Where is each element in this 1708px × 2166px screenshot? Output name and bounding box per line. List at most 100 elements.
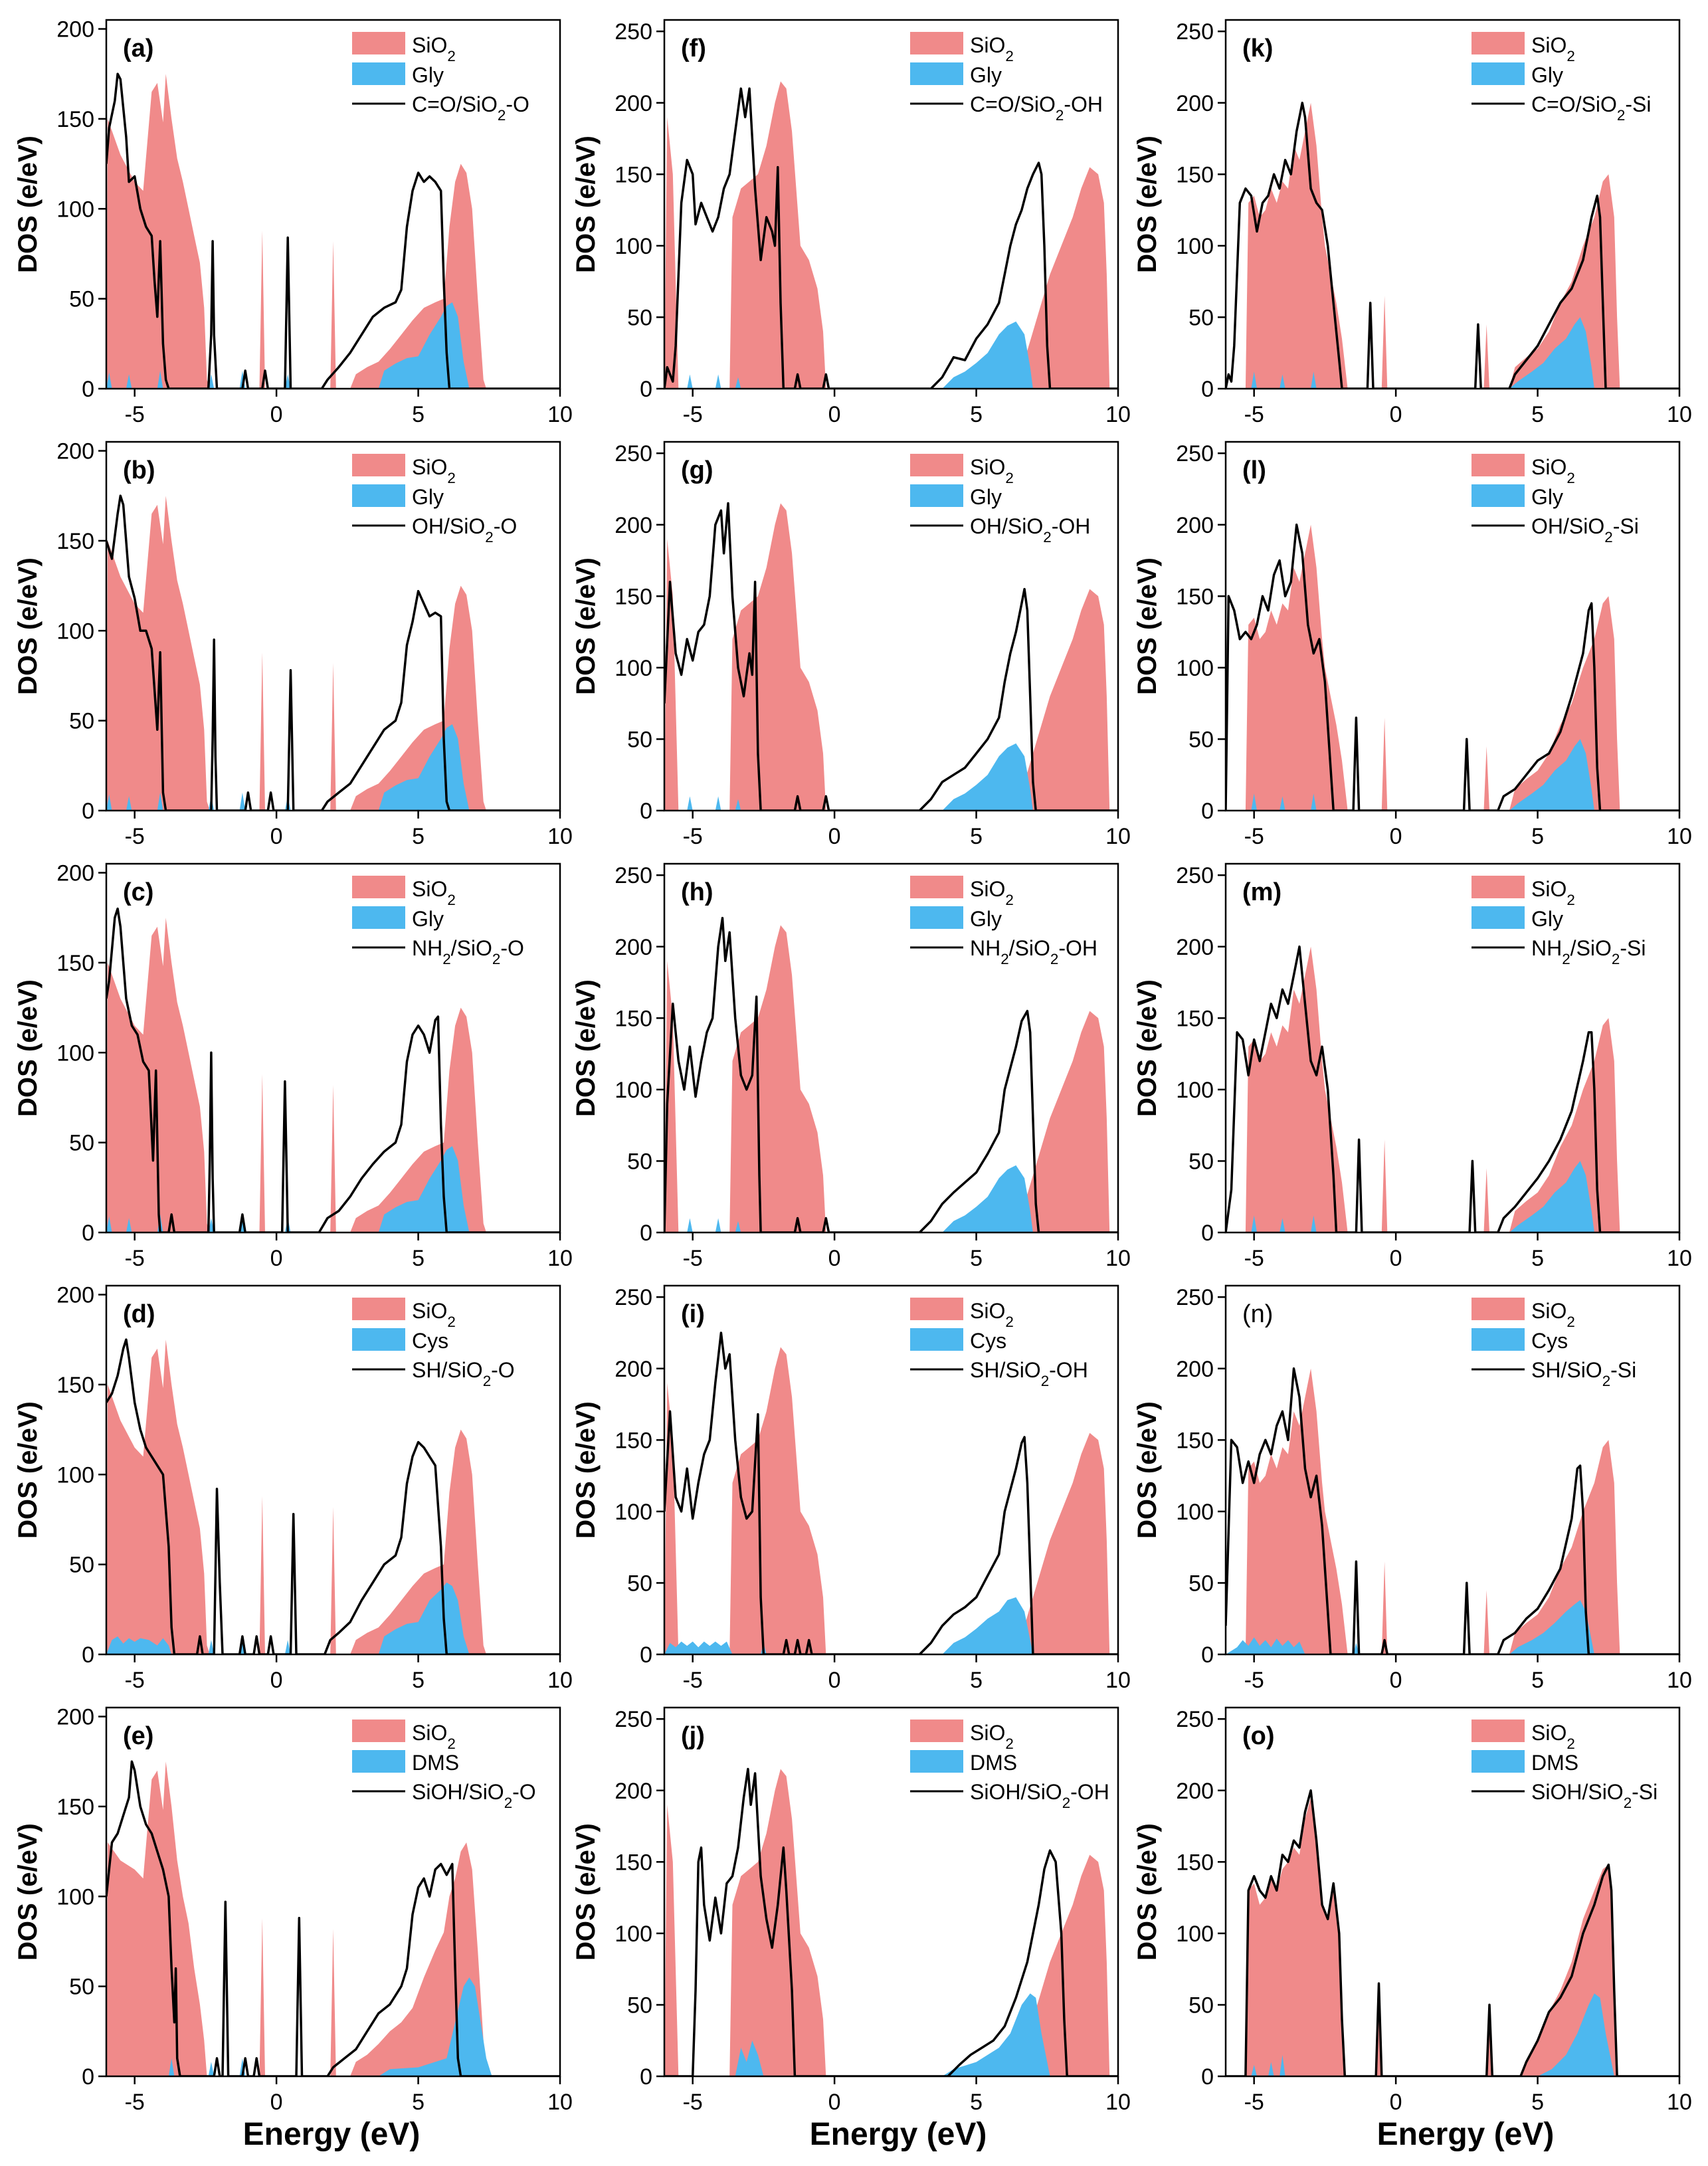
y-axis-label: DOS (e/eV) xyxy=(571,979,601,1117)
y-tick-label: 0 xyxy=(82,799,94,824)
x-tick-label: 5 xyxy=(970,402,983,427)
legend-label-sio2: SiO2 xyxy=(412,1299,456,1330)
y-tick-label: 250 xyxy=(615,441,652,466)
x-tick-label: 5 xyxy=(1531,1668,1544,1693)
y-tick-label: 150 xyxy=(1176,162,1214,187)
y-axis-label: DOS (e/eV) xyxy=(1133,1823,1162,1961)
x-tick-label: -5 xyxy=(125,1668,145,1693)
x-tick-label: 10 xyxy=(1105,402,1131,427)
y-tick-label: 50 xyxy=(627,1149,652,1174)
y-axis-label: DOS (e/eV) xyxy=(571,1823,601,1961)
legend-swatch-molecule xyxy=(910,62,963,85)
y-tick-label: 0 xyxy=(82,1642,94,1668)
y-tick-label: 200 xyxy=(615,513,652,538)
y-tick-label: 0 xyxy=(1201,2064,1214,2090)
legend-label-line: C=O/SiO2-OH xyxy=(970,92,1103,124)
y-axis-label: DOS (e/eV) xyxy=(1133,979,1162,1117)
y-tick-label: 50 xyxy=(627,1993,652,2018)
x-tick-label: 10 xyxy=(1105,1246,1131,1271)
sio2-area xyxy=(664,1347,1118,1654)
sio2-area xyxy=(1226,524,1679,811)
legend-label-line: SiOH/SiO2-OH xyxy=(970,1780,1109,1811)
legend-label-sio2: SiO2 xyxy=(1531,33,1575,64)
x-tick-label: -5 xyxy=(125,402,145,427)
x-tick-label: 5 xyxy=(412,402,425,427)
legend-label-line: SH/SiO2-OH xyxy=(970,1358,1088,1389)
legend-label-molecule: Cys xyxy=(1531,1329,1568,1353)
legend-label-sio2: SiO2 xyxy=(970,33,1014,64)
y-tick-label: 150 xyxy=(615,162,652,187)
y-tick-label: 0 xyxy=(640,1221,652,1246)
y-tick-label: 0 xyxy=(640,377,652,402)
y-tick-label: 150 xyxy=(1176,1428,1214,1453)
legend-label-line: SiOH/SiO2-O xyxy=(412,1780,536,1811)
legend-label-molecule: DMS xyxy=(970,1751,1017,1775)
interface-dos-line xyxy=(664,1331,1118,1654)
legend-label-line: C=O/SiO2-O xyxy=(412,92,529,124)
molecule-area xyxy=(106,1582,560,1654)
y-tick-label: 150 xyxy=(1176,1850,1214,1875)
y-tick-label: 250 xyxy=(615,19,652,45)
x-tick-label: 0 xyxy=(270,402,283,427)
x-tick-label: 10 xyxy=(547,1246,573,1271)
x-tick-label: 5 xyxy=(412,824,425,849)
y-axis-label: DOS (e/eV) xyxy=(13,1401,43,1539)
y-tick-label: 100 xyxy=(1176,656,1214,681)
panel-label: (n) xyxy=(1242,1300,1273,1328)
sio2-area xyxy=(664,1769,1118,2076)
plot-frame xyxy=(105,862,561,1234)
legend-label-sio2: SiO2 xyxy=(1531,877,1575,908)
sio2-area xyxy=(1226,1368,1679,1654)
y-tick-label: 50 xyxy=(1188,1149,1214,1174)
panel-label: (f) xyxy=(681,35,706,62)
plot-frame xyxy=(105,1284,561,1656)
x-tick-label: 10 xyxy=(547,2090,573,2115)
plot-area xyxy=(1226,524,1679,811)
y-tick-label: 150 xyxy=(1176,1006,1214,1031)
legend-swatch-sio2 xyxy=(352,454,405,476)
legend-label-molecule: Gly xyxy=(1531,907,1563,931)
interface-dos-line xyxy=(664,916,1118,1232)
x-tick-label: -5 xyxy=(1244,402,1264,427)
y-axis-label: DOS (e/eV) xyxy=(1133,1401,1162,1539)
y-tick-label: 100 xyxy=(615,1078,652,1103)
y-tick-label: 100 xyxy=(615,656,652,681)
sio2-area xyxy=(664,925,1118,1232)
x-tick-label: 0 xyxy=(828,1246,841,1271)
y-tick-label: 200 xyxy=(56,439,94,464)
x-tick-label: 10 xyxy=(547,1668,573,1693)
y-tick-label: 150 xyxy=(615,1428,652,1453)
y-tick-label: 100 xyxy=(615,1921,652,1947)
x-tick-label: 5 xyxy=(1531,402,1544,427)
plot-area xyxy=(106,1760,560,2076)
legend-swatch-sio2 xyxy=(1471,1298,1525,1320)
x-tick-label: 5 xyxy=(970,1246,983,1271)
panel-label: (i) xyxy=(681,1300,705,1328)
plot-frame xyxy=(663,441,1119,812)
x-tick-label: -5 xyxy=(125,1246,145,1271)
x-axis-label-right: Energy (eV) xyxy=(1377,2117,1555,2152)
y-tick-label: 50 xyxy=(1188,305,1214,330)
molecule-area xyxy=(664,321,1118,389)
y-tick-label: 150 xyxy=(56,951,94,976)
panel-label: (h) xyxy=(681,878,713,906)
plot-frame xyxy=(663,862,1119,1234)
legend-label-line: NH2/SiO2-Si xyxy=(1531,936,1646,967)
plot-area xyxy=(664,502,1118,811)
legend-swatch-molecule xyxy=(1471,1750,1525,1773)
x-tick-label: 5 xyxy=(1531,824,1544,849)
sio2-area xyxy=(106,1339,560,1654)
y-tick-label: 150 xyxy=(56,1795,94,1820)
legend-label-sio2: SiO2 xyxy=(412,455,456,486)
molecule-area xyxy=(664,743,1118,811)
y-tick-label: 0 xyxy=(1201,377,1214,402)
plot-area xyxy=(664,1767,1118,2076)
legend-swatch-molecule xyxy=(910,1750,963,1773)
